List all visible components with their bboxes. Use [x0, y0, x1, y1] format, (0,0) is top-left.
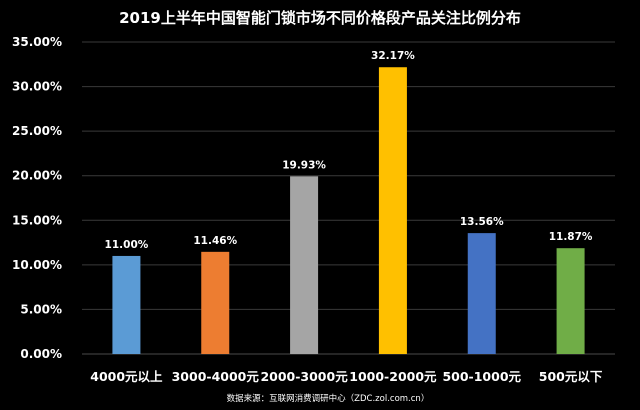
x-tick-label-2: 2000-3000元: [260, 369, 348, 384]
x-tick-label-3: 1000-2000元: [349, 369, 437, 384]
bars: [112, 67, 585, 355]
y-tick-label: 15.00%: [12, 213, 62, 227]
data-label-5: 11.87%: [549, 231, 593, 243]
bar-0: [112, 255, 141, 354]
data-label-0: 11.00%: [105, 239, 149, 251]
y-tick-label: 10.00%: [12, 258, 62, 272]
x-tick-label-4: 500-1000元: [442, 369, 521, 384]
x-tick-label-1: 3000-4000元: [172, 369, 260, 384]
bar-2: [290, 176, 319, 354]
data-label-4: 13.56%: [460, 216, 504, 228]
bar-5: [556, 248, 585, 354]
y-tick-label: 30.00%: [12, 80, 62, 94]
x-tick-label-5: 500元以下: [539, 369, 603, 384]
data-label-1: 11.46%: [193, 235, 237, 247]
bar-1: [201, 251, 230, 354]
y-axis-ticks: 0.00% 5.00% 10.00% 15.00% 20.00% 25.00% 30.00%…: [12, 35, 62, 361]
y-tick-label: 5.00%: [20, 302, 62, 316]
bar-4: [467, 233, 496, 354]
data-label-3: 32.17%: [371, 50, 415, 62]
y-tick-label: 0.00%: [20, 347, 62, 361]
y-tick-label: 20.00%: [12, 169, 62, 183]
gridlines: [82, 41, 615, 355]
data-label-2: 19.93%: [282, 159, 326, 171]
chart-title: 2019上半年中国智能门锁市场不同价格段产品关注比例分布: [119, 9, 521, 27]
source-note: 数据来源：互联网消费调研中心（ZDC.zol.com.cn）: [227, 393, 430, 404]
data-labels: 11.00% 11.46% 19.93% 32.17% 13.56% 11.87%: [105, 50, 593, 251]
x-axis-ticks: 4000元以上 3000-4000元 2000-3000元 1000-2000元 500…: [90, 369, 603, 384]
x-tick-label-0: 4000元以上: [90, 369, 163, 384]
y-tick-label: 25.00%: [12, 124, 62, 138]
bar-3: [378, 67, 407, 355]
y-tick-label: 35.00%: [12, 35, 62, 49]
